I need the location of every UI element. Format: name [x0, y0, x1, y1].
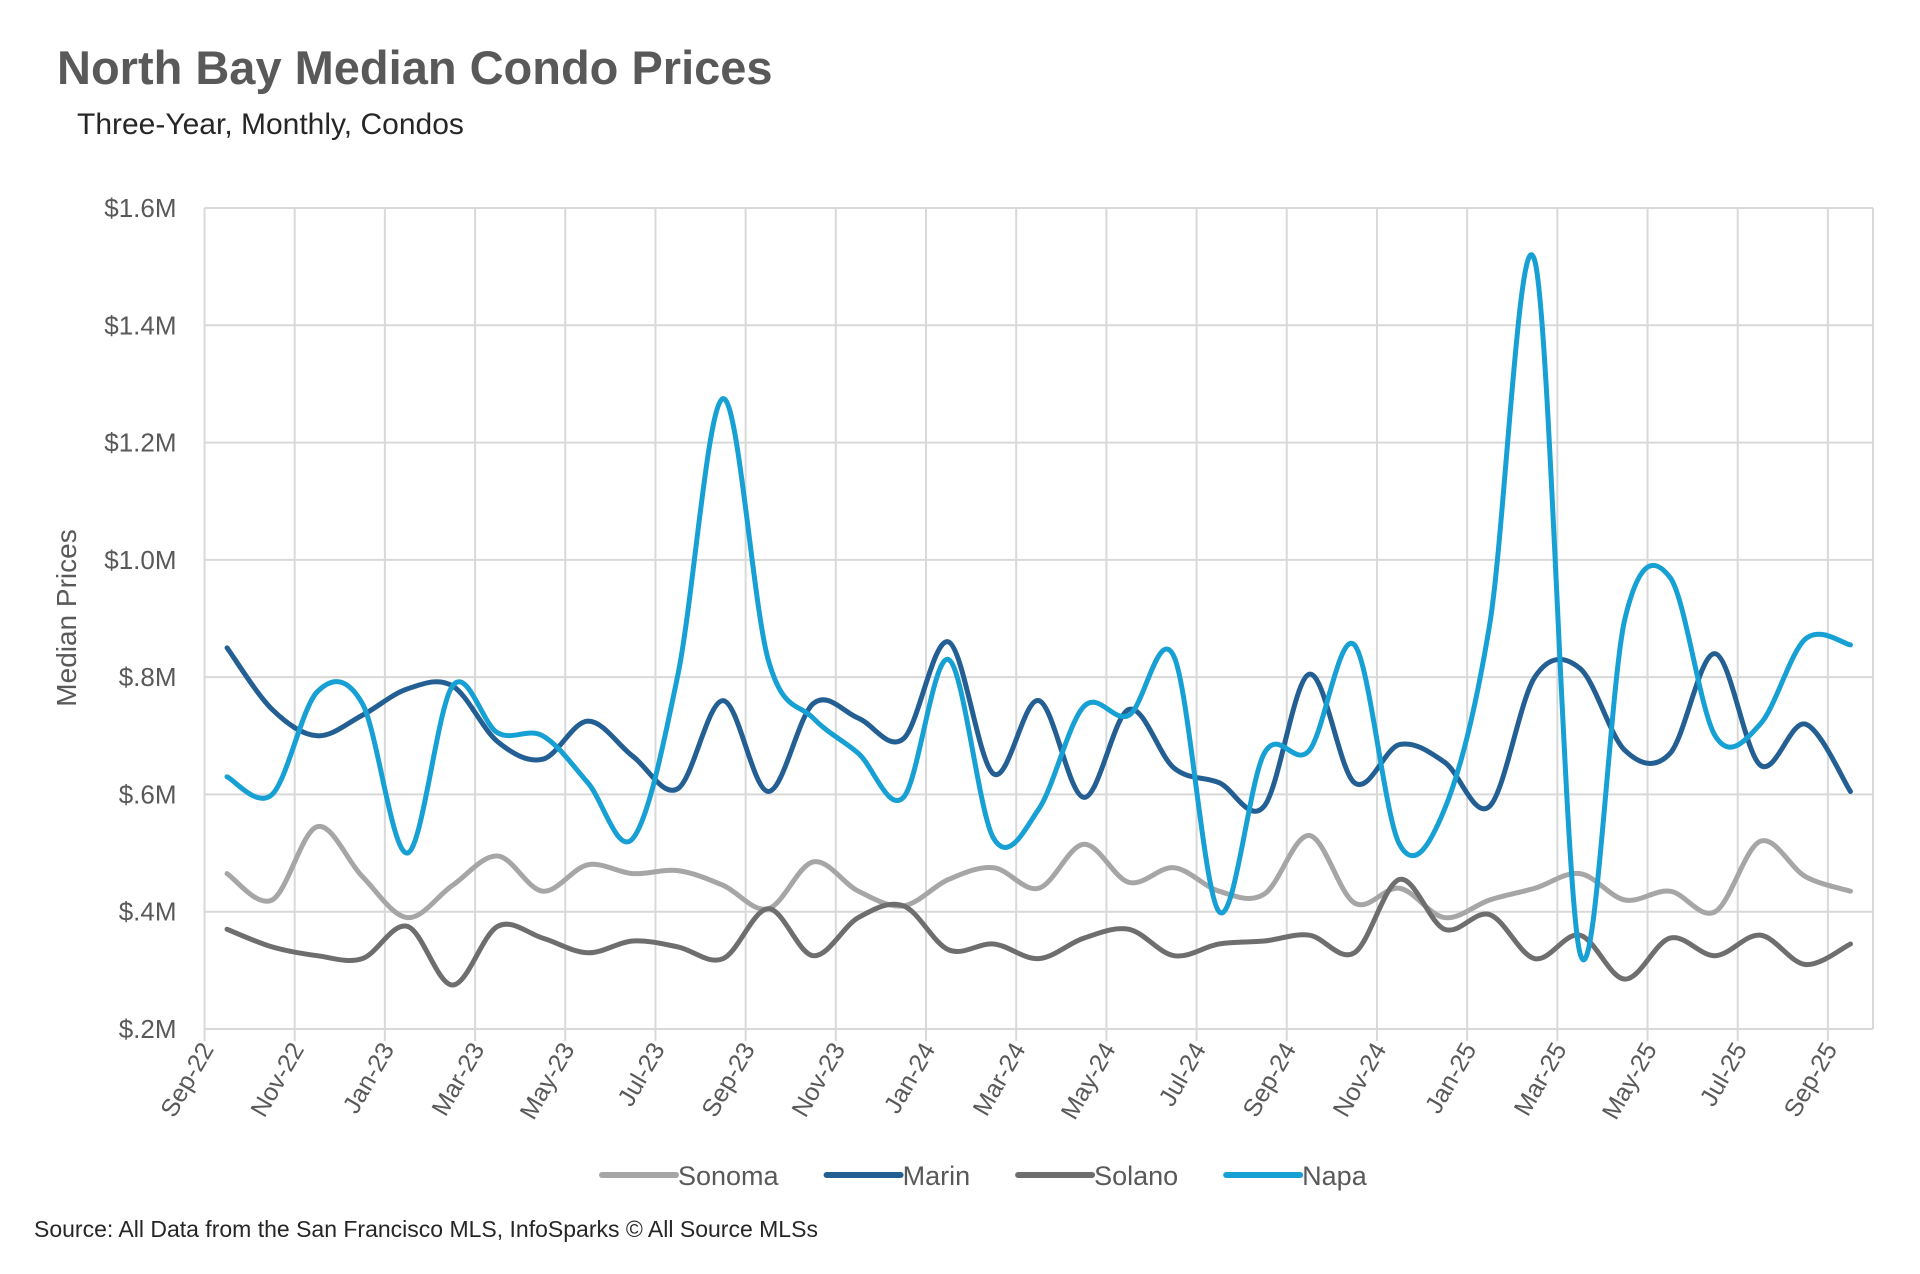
y-tick-label: $1.0M — [104, 545, 176, 575]
gridlines — [203, 207, 1874, 1041]
y-tick-label: $1.2M — [104, 428, 176, 458]
chart-title: North Bay Median Condo Prices — [57, 41, 773, 94]
x-tick-label: Jul-24 — [1153, 1038, 1211, 1111]
x-tick-label: Jul-25 — [1695, 1038, 1753, 1111]
series-line-napa — [224, 252, 1853, 963]
x-tick-label: Jan-25 — [1420, 1038, 1482, 1118]
x-tick-label: Jan-24 — [879, 1038, 942, 1118]
y-tick-label: $1.6M — [104, 193, 176, 223]
x-tick-label: Jul-23 — [612, 1038, 670, 1111]
y-tick-label: $1.4M — [104, 310, 176, 340]
series-line-solano — [224, 876, 1853, 988]
series-lines — [224, 252, 1853, 988]
x-tick-label: Sep-23 — [696, 1038, 761, 1122]
legend: Sonoma Marin Solano Napa — [599, 1161, 1368, 1191]
x-tick-label: Sep-25 — [1779, 1038, 1844, 1122]
x-tick-label: May-24 — [1056, 1038, 1122, 1124]
series-line-sonoma — [224, 824, 1853, 921]
y-axis-label: Median Prices — [51, 529, 82, 706]
chart-subtitle: Three-Year, Monthly, Condos — [77, 108, 464, 141]
y-tick-label: $.2M — [119, 1014, 177, 1044]
x-tick-label: Nov-23 — [786, 1038, 851, 1122]
y-tick-label: $.6M — [119, 779, 177, 809]
x-tick-label: May-25 — [1597, 1038, 1663, 1124]
x-tick-label: Mar-25 — [1509, 1038, 1573, 1121]
x-tick-label: Sep-22 — [155, 1038, 220, 1122]
x-tick-label: Mar-24 — [968, 1038, 1032, 1121]
x-tick-label: Nov-24 — [1328, 1038, 1393, 1122]
source-note: Source: All Data from the San Francisco … — [34, 1216, 818, 1242]
x-tick-label: Sep-24 — [1237, 1038, 1302, 1122]
legend-label-marin: Marin — [903, 1161, 971, 1191]
y-tick-label: $.8M — [119, 662, 177, 692]
x-tick-label: Nov-22 — [245, 1038, 310, 1122]
x-tick-label: May-23 — [515, 1038, 581, 1124]
legend-label-napa: Napa — [1302, 1161, 1368, 1191]
x-tick-label: Mar-23 — [426, 1038, 490, 1121]
y-tick-label: $.4M — [119, 897, 177, 927]
x-axis-ticks: Sep-22 Nov-22 Jan-23 Mar-23 May-23 Jul-23 Sep-… — [155, 1038, 1843, 1124]
x-tick-label: Jan-23 — [338, 1038, 400, 1118]
legend-label-solano: Solano — [1094, 1161, 1178, 1191]
y-axis-ticks: $.2M $.4M $.6M $.8M $1.0M $1.2M $1.4M $1.6M — [104, 193, 176, 1044]
series-line-marin — [224, 639, 1853, 814]
legend-label-sonoma: Sonoma — [678, 1161, 780, 1191]
